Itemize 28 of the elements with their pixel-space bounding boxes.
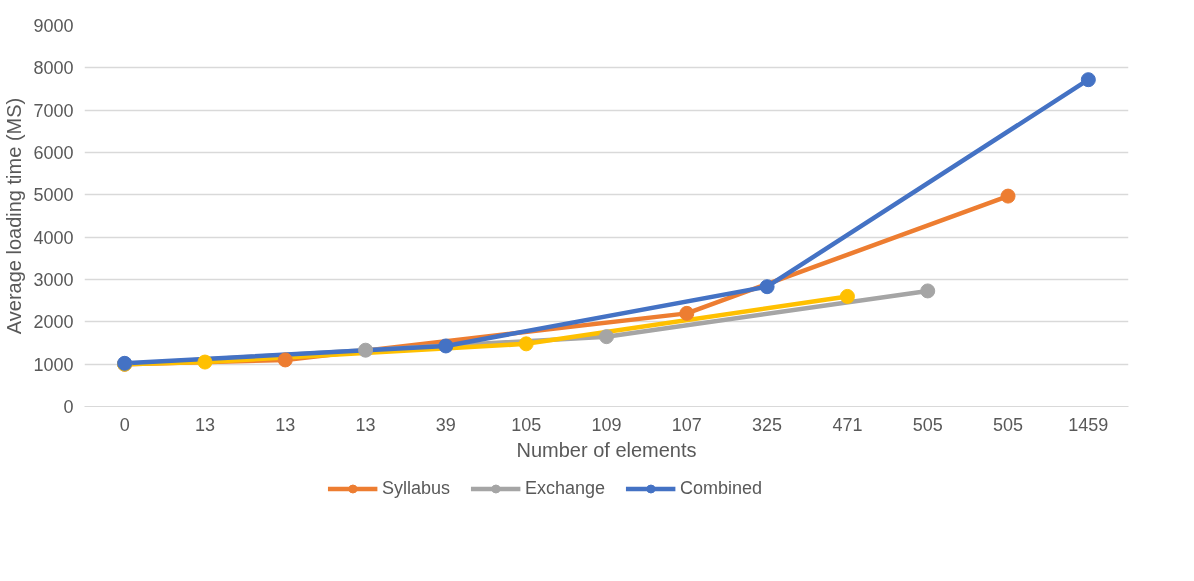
x-tick-label: 39 xyxy=(435,414,456,435)
x-axis-title: Number of elements xyxy=(516,438,697,461)
legend-label: Combined xyxy=(680,477,763,499)
y-axis-title: Average loading time (MS) xyxy=(3,97,26,335)
y-tick-label: 0 xyxy=(63,397,74,417)
y-tick-label: 1000 xyxy=(33,354,74,375)
y-tick-label: 9000 xyxy=(33,16,74,36)
x-tick-label: 505 xyxy=(993,414,1024,435)
y-tick-label: 5000 xyxy=(33,185,74,206)
x-tick-label: 13 xyxy=(194,414,215,435)
y-tick-label: 8000 xyxy=(33,58,74,79)
x-tick-label: 1459 xyxy=(1068,414,1109,435)
x-tick-label: 109 xyxy=(591,414,622,435)
x-tick-label: 0 xyxy=(119,414,130,435)
legend-label: Exchange xyxy=(524,477,606,499)
y-tick-label: 7000 xyxy=(33,100,74,121)
x-tick-label: 325 xyxy=(752,414,783,435)
x-tick-label: 505 xyxy=(912,414,943,435)
x-tick-label: 105 xyxy=(511,414,542,435)
y-tick-label: 3000 xyxy=(33,270,74,290)
y-tick-label: 2000 xyxy=(33,312,74,333)
x-tick-label: 13 xyxy=(275,414,296,435)
x-tick-label: 107 xyxy=(671,414,702,435)
y-tick-label: 4000 xyxy=(33,227,74,248)
y-tick-label: 6000 xyxy=(33,143,74,163)
x-tick-label: 13 xyxy=(355,414,376,435)
legend-label: Syllabus xyxy=(381,477,450,499)
x-tick-label: 471 xyxy=(832,414,863,435)
